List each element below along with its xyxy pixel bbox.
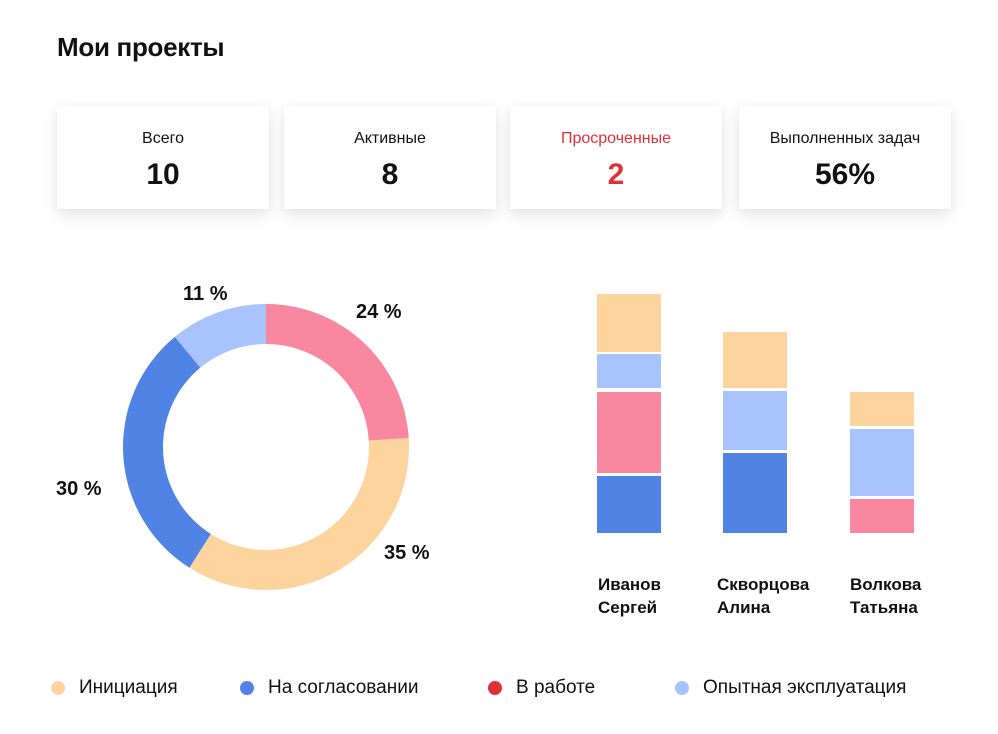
bar-label-line: Волкова xyxy=(850,575,922,594)
donut-label-in-work: 24 % xyxy=(356,301,402,323)
bar-segment-approval[interactable] xyxy=(597,476,661,533)
donut-segment-trial[interactable] xyxy=(174,304,266,368)
bar-segment-initiation[interactable] xyxy=(597,294,661,352)
bar-segment-in-work[interactable] xyxy=(850,499,914,533)
bar-segment-in-work[interactable] xyxy=(597,392,661,473)
stat-card-total[interactable]: Всего 10 xyxy=(57,106,269,209)
bar-label-line: Татьяна xyxy=(850,598,918,617)
bar-label-line: Алина xyxy=(717,598,771,617)
stat-value: 8 xyxy=(381,158,399,191)
stat-card-completed-tasks[interactable]: Выполненных задач 56% xyxy=(739,106,951,209)
legend-dot-icon xyxy=(675,681,689,695)
legend-dot-icon xyxy=(240,681,254,695)
legend-label: Опытная эксплуатация xyxy=(703,677,907,698)
bar-label-skvortsova: Скворцова Алина xyxy=(717,573,809,619)
bar-segment-approval[interactable] xyxy=(723,453,787,533)
stat-value: 2 xyxy=(607,158,625,191)
donut-label-trial: 11 % xyxy=(183,283,228,305)
legend-label: На согласовании xyxy=(268,677,419,698)
stat-label: Выполненных задач xyxy=(769,130,921,147)
legend-label: В работе xyxy=(516,677,596,698)
bar-segment-trial[interactable] xyxy=(723,391,787,450)
donut-label-approval: 30 % xyxy=(56,478,102,500)
stat-value: 10 xyxy=(146,158,180,191)
legend-item-initiation[interactable]: Инициация xyxy=(51,676,178,700)
bar-label-line: Иванов xyxy=(598,575,662,594)
legend-item-trial[interactable]: Опытная эксплуатация xyxy=(675,676,906,700)
stat-card-overdue[interactable]: Просроченные 2 xyxy=(510,106,722,209)
bar-label-line: Скворцова xyxy=(717,575,810,594)
legend-item-in-work[interactable]: В работе xyxy=(488,676,595,700)
donut-segments xyxy=(122,304,409,590)
stat-value: 56% xyxy=(814,158,876,191)
bar-label-line: Сергей xyxy=(598,598,658,617)
bar-label-ivanov: Иванов Сергей xyxy=(598,573,661,619)
bar-segment-trial[interactable] xyxy=(597,354,661,388)
donut-segment-in-work[interactable] xyxy=(266,304,409,441)
legend-dot-icon xyxy=(488,681,502,695)
stat-card-active[interactable]: Активные 8 xyxy=(284,106,496,209)
stat-label: Всего xyxy=(142,130,184,147)
bar-segment-trial[interactable] xyxy=(850,429,914,496)
donut-segment-approval[interactable] xyxy=(122,336,211,568)
stat-label: Просроченные xyxy=(560,130,672,147)
legend-item-approval[interactable]: На согласовании xyxy=(240,676,418,700)
page-title: Мои проекты xyxy=(57,32,225,62)
bar-label-volkova: Волкова Татьяна xyxy=(850,573,921,619)
legend-dot-icon xyxy=(51,681,65,695)
bar-segment-initiation[interactable] xyxy=(723,332,787,388)
stat-label: Активные xyxy=(354,130,426,147)
donut-label-initiation: 35 % xyxy=(384,542,430,564)
donut-segment-initiation[interactable] xyxy=(189,438,409,590)
bar-segment-initiation[interactable] xyxy=(850,392,914,426)
legend-label: Инициация xyxy=(79,677,178,698)
